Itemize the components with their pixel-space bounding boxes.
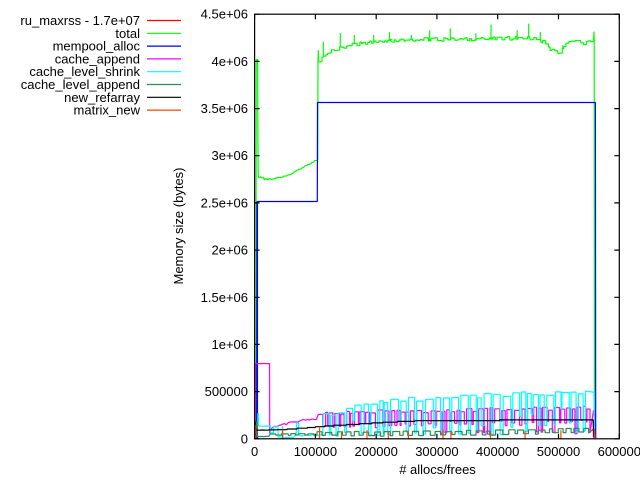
svg-text:500000: 500000: [205, 384, 248, 399]
svg-text:ru_maxrss - 1.7e+07: ru_maxrss - 1.7e+07: [20, 13, 140, 28]
svg-text:3e+06: 3e+06: [211, 148, 248, 163]
svg-text:400000: 400000: [476, 444, 519, 459]
svg-text:0: 0: [241, 431, 248, 446]
svg-text:2.5e+06: 2.5e+06: [201, 195, 248, 210]
svg-text:total: total: [115, 26, 140, 41]
svg-text:2e+06: 2e+06: [211, 243, 248, 258]
svg-text:1e+06: 1e+06: [211, 337, 248, 352]
svg-text:cache_level_append: cache_level_append: [21, 77, 140, 92]
svg-text:mempool_alloc: mempool_alloc: [53, 39, 141, 54]
svg-text:4e+06: 4e+06: [211, 54, 248, 69]
svg-text:cache_level_shrink: cache_level_shrink: [29, 64, 140, 79]
svg-text:# allocs/frees: # allocs/frees: [399, 462, 476, 477]
svg-text:300000: 300000: [415, 444, 458, 459]
svg-text:0: 0: [251, 444, 258, 459]
svg-text:Memory size (bytes): Memory size (bytes): [171, 167, 186, 284]
svg-text:new_refarray: new_refarray: [64, 90, 140, 105]
svg-text:100000: 100000: [294, 444, 337, 459]
svg-text:3.5e+06: 3.5e+06: [201, 101, 248, 116]
svg-text:1.5e+06: 1.5e+06: [201, 290, 248, 305]
svg-text:500000: 500000: [537, 444, 580, 459]
svg-text:4.5e+06: 4.5e+06: [201, 7, 248, 22]
svg-text:matrix_new: matrix_new: [74, 103, 141, 118]
svg-text:cache_append: cache_append: [55, 51, 140, 66]
svg-text:200000: 200000: [355, 444, 398, 459]
svg-text:600000: 600000: [598, 444, 640, 459]
